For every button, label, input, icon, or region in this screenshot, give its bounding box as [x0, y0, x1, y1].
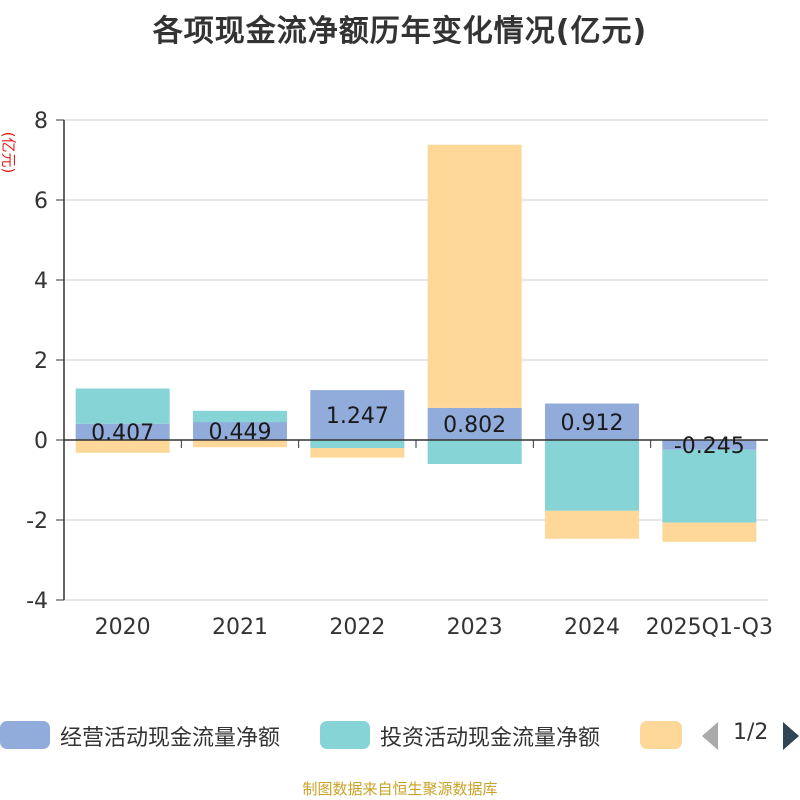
legend: 经营活动现金流量净额 投资活动现金流量净额 1/2: [0, 718, 800, 752]
x-tick-label: 2020: [95, 615, 151, 640]
bar-segment-series-2: [310, 448, 405, 458]
x-tick-label: 2022: [329, 615, 385, 640]
bar-segment-series-2: [427, 144, 522, 408]
y-tick-label: -4: [26, 589, 48, 614]
bar-segment-series-0: [427, 407, 522, 440]
y-tick-label: -2: [26, 509, 48, 534]
legend-label-operating: 经营活动现金流量净额: [60, 726, 281, 751]
labels-layer: 0.407 0.449 1.247 0.802 0.912 -0.245: [91, 404, 745, 459]
legend-next-arrow-icon[interactable]: [783, 722, 799, 750]
bar-segment-series-2: [75, 440, 170, 453]
bar-segment-series-0: [662, 440, 757, 450]
bar-segment-series-0: [310, 390, 405, 440]
legend-swatch-third: [640, 721, 682, 749]
legend-prev-arrow-icon[interactable]: [702, 722, 718, 750]
bar-segment-series-1: [193, 410, 287, 423]
chart-title: 各项现金流净额历年变化情况(亿元): [152, 14, 648, 49]
x-tick-label: 2023: [447, 615, 503, 640]
bar-segment-series-0: [193, 422, 287, 440]
bar-segment-series-2: [545, 510, 639, 539]
y-tick-label: 6: [34, 189, 48, 214]
bar-segment-series-1: [662, 449, 757, 523]
bars-layer: [75, 144, 757, 542]
bar-data-label: -0.245: [674, 434, 745, 459]
legend-label-investing: 投资活动现金流量净额: [380, 726, 601, 751]
y-tick-label: 0: [34, 429, 48, 454]
x-tick-label: 2025Q1-Q3: [646, 615, 773, 640]
y-tick-label: 8: [34, 109, 48, 134]
bar-segment-series-1: [75, 388, 170, 424]
y-tick-label: 4: [34, 269, 48, 294]
legend-swatch-investing: [320, 721, 370, 749]
bar-segment-series-2: [662, 522, 757, 542]
bar-segment-series-2: [193, 440, 287, 448]
bar-segment-series-0: [75, 423, 170, 440]
y-tick-label: 2: [34, 349, 48, 374]
x-tick-label: 2021: [212, 615, 268, 640]
bar-data-label: 1.247: [326, 404, 389, 429]
bar-data-label: 0.407: [91, 421, 154, 446]
legend-page-indicator: 1/2: [733, 720, 769, 745]
bar-segment-series-0: [545, 403, 639, 440]
bar-data-label: 0.912: [561, 411, 624, 436]
bar-data-label: 0.449: [209, 420, 272, 445]
x-tick-label: 2024: [564, 615, 620, 640]
bar-segment-series-1: [545, 440, 639, 511]
bar-segment-series-1: [310, 440, 405, 448]
source-note: 制图数据来自恒生聚源数据库: [302, 780, 498, 798]
legend-swatch-operating: [0, 721, 50, 749]
bar-data-label: 0.802: [443, 413, 506, 438]
chart-plot-area: -4 -2 0 2 4 6 8 2020 2021 2022 2023 2024 2025Q1-Q3 0…: [26, 109, 773, 640]
bar-segment-series-1: [427, 440, 522, 464]
axis-layer: -4 -2 0 2 4 6 8 2020 2021 2022 2023 2024 2025Q1-Q3: [26, 109, 773, 640]
